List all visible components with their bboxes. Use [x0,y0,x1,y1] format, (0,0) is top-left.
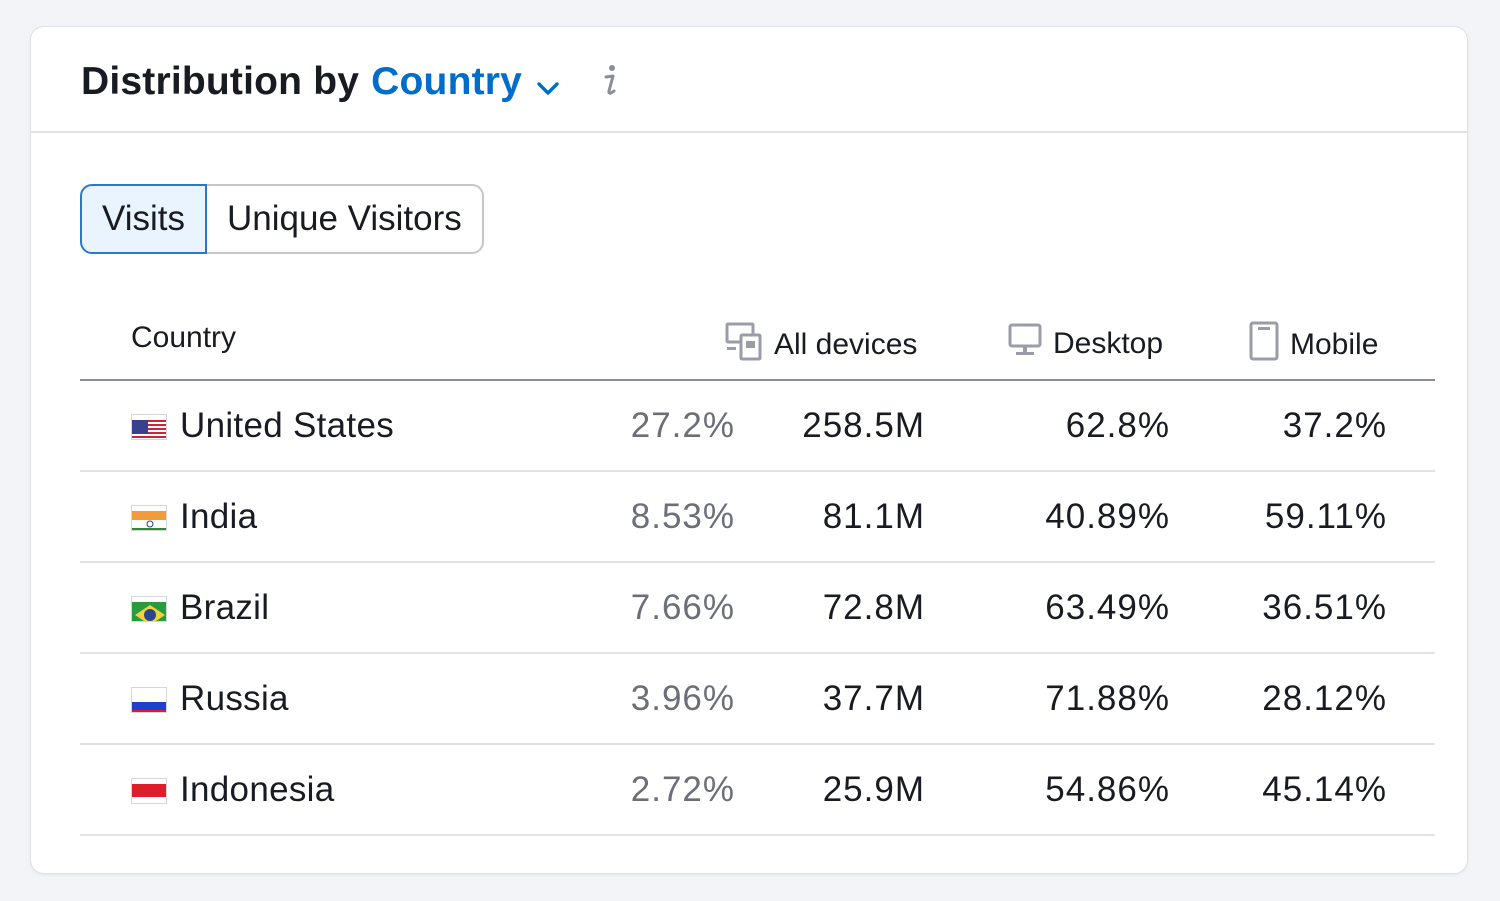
country-cell: Russia [131,679,289,719]
title-prefix: Distribution by [81,60,360,103]
traffic-share: 3.96% [630,679,735,718]
mobile-value: 37.2% [1282,406,1387,445]
russia-flag-icon [131,687,167,713]
info-icon[interactable] [599,63,621,99]
traffic-share: 27.2% [630,406,735,445]
devices-icon [724,321,774,369]
mobile-value: 59.11% [1264,497,1387,536]
tab-visits[interactable]: Visits [80,184,207,254]
country-name[interactable]: Brazil [180,588,270,627]
country-name[interactable]: Indonesia [180,770,335,809]
metric-toggle: Visits Unique Visitors [80,184,484,254]
country-cell: Indonesia [131,770,335,810]
header-mobile: Mobile [1248,321,1378,369]
country-name[interactable]: India [180,497,258,536]
distribution-widget: Distribution by Country Visits Unique Vi… [30,26,1468,874]
table-row[interactable]: Russia 3.96% 37.7M 71.88% 28.12% [80,654,1435,745]
table-row[interactable]: India 8.53% 81.1M 40.89% 59.11% [80,472,1435,563]
desktop-icon [1007,321,1053,367]
table-row[interactable]: Brazil 7.66% 72.8M 63.49% 36.51% [80,563,1435,654]
mobile-icon [1248,321,1290,369]
mobile-value: 28.12% [1262,679,1387,718]
country-cell: India [131,497,257,537]
table-header: Country All devices [80,307,1435,381]
desktop-value: 54.86% [1045,770,1170,809]
mobile-value: 45.14% [1262,770,1387,809]
indonesia-flag-icon [131,778,167,804]
country-name[interactable]: United States [180,406,395,445]
country-name[interactable]: Russia [180,679,289,718]
us-flag-icon [131,414,167,440]
header-desktop: Desktop [1007,321,1163,367]
header-all-devices: All devices [724,321,917,369]
widget-title: Distribution by Country [81,57,560,107]
desktop-value: 62.8% [1065,406,1170,445]
all-devices-value: 258.5M [802,406,925,445]
header-country: Country [131,321,237,354]
country-table: Country All devices [80,307,1435,836]
traffic-share: 7.66% [630,588,735,627]
traffic-share: 2.72% [630,770,735,809]
desktop-value: 40.89% [1045,497,1170,536]
tab-unique-visitors[interactable]: Unique Visitors [207,184,484,254]
brazil-flag-icon [131,596,167,622]
country-cell: United States [131,406,394,446]
widget-header: Distribution by Country [31,27,1467,133]
country-dropdown[interactable]: Country [371,60,523,103]
all-devices-value: 81.1M [822,497,925,536]
table-row[interactable]: United States 27.2% 258.5M 62.8% 37.2% [80,381,1435,472]
india-flag-icon [131,505,167,531]
table-row[interactable]: Indonesia 2.72% 25.9M 54.86% 45.14% [80,745,1435,836]
traffic-share: 8.53% [630,497,735,536]
desktop-value: 71.88% [1045,679,1170,718]
all-devices-value: 37.7M [822,679,925,718]
mobile-value: 36.51% [1262,588,1387,627]
all-devices-value: 72.8M [822,588,925,627]
desktop-value: 63.49% [1045,588,1170,627]
chevron-down-icon[interactable] [536,63,560,107]
all-devices-value: 25.9M [822,770,925,809]
country-cell: Brazil [131,588,269,628]
